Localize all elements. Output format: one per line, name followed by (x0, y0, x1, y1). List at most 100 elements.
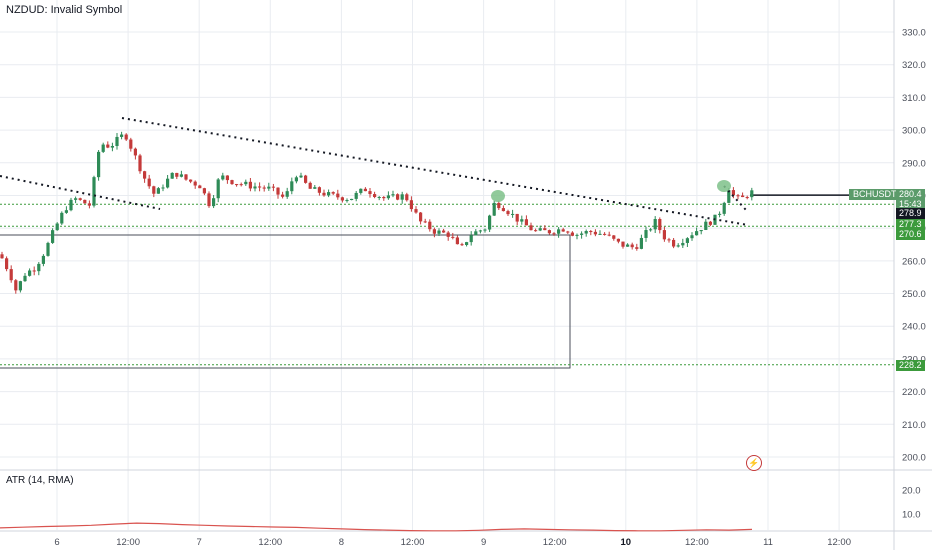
candle-body (676, 245, 680, 247)
candle-body (152, 186, 156, 194)
candle-body (202, 188, 206, 194)
price-tick-label: 260.0 (902, 256, 926, 267)
candle-body (685, 238, 689, 243)
time-tick-label: 10 (621, 537, 632, 548)
candle-body (350, 198, 354, 201)
candle-body (147, 178, 151, 187)
candle-body (120, 134, 124, 137)
candle-body (414, 209, 418, 213)
level-tag-1: 277.3 (896, 219, 925, 230)
level-tag-2: 270.6 (896, 229, 925, 240)
candle-body (442, 230, 446, 233)
candle-body (630, 244, 634, 248)
candle-body (396, 194, 400, 200)
candle-body (0, 254, 4, 259)
candle-body (405, 194, 409, 201)
candle-body (304, 175, 308, 183)
candle-body (92, 177, 96, 206)
price-tick-label: 330.0 (902, 28, 926, 39)
candle-body (78, 198, 82, 200)
candle-body (101, 144, 105, 152)
candle-body (557, 229, 561, 234)
candle-body (745, 197, 749, 199)
candle-body (547, 230, 551, 234)
price-tick-label: 210.0 (902, 420, 926, 431)
candle-body (212, 198, 216, 207)
candle-body (373, 194, 377, 198)
candle-body (216, 179, 220, 199)
symbol-label[interactable]: NZDUD: Invalid Symbol (6, 4, 123, 16)
time-tick-label: 12:00 (827, 537, 851, 548)
candle-body (727, 190, 731, 203)
time-tick-label: 12:00 (685, 537, 709, 548)
candle-body (175, 172, 179, 177)
candle-body (225, 175, 229, 181)
candle-body (741, 195, 745, 198)
candle-body (143, 171, 147, 179)
candle-body (345, 200, 349, 202)
candle-body (322, 192, 326, 196)
time-tick-label: 11 (763, 537, 773, 548)
price-tick-label: 220.0 (902, 387, 926, 398)
candle-body (552, 233, 556, 235)
candle-body (129, 139, 133, 149)
atr-tick-label: 20.0 (902, 486, 921, 497)
level-tag-3: 228.2 (896, 360, 925, 371)
candle-body (327, 192, 331, 196)
candle-body (460, 244, 464, 246)
candle-body (616, 238, 620, 242)
candle-body (506, 211, 510, 215)
candle-body (235, 184, 239, 186)
candle-body (271, 186, 275, 188)
candle-body (428, 221, 432, 230)
candle-body (110, 145, 114, 148)
time-tick-label: 12:00 (258, 537, 282, 548)
candle-body (409, 200, 413, 210)
candle-body (359, 188, 363, 193)
candle-body (469, 235, 473, 243)
candle-body (382, 197, 386, 199)
candle-body (501, 208, 505, 212)
candle-body (386, 195, 390, 199)
candle-body (5, 258, 9, 270)
candle-body (603, 233, 607, 235)
candle-body (18, 281, 22, 291)
candle-body (221, 175, 225, 180)
candle-body (704, 221, 708, 231)
candle-body (488, 215, 492, 230)
candle-body (483, 229, 487, 231)
candle-body (708, 221, 712, 225)
candle-body (69, 199, 73, 211)
candle-body (198, 185, 202, 189)
candle-body (83, 199, 87, 204)
candle-body (331, 192, 335, 194)
candle-body (285, 191, 289, 197)
candle-body (419, 212, 423, 222)
candle-body (455, 237, 459, 245)
candle-body (607, 234, 611, 236)
candle-body (451, 236, 455, 238)
time-tick-label: 7 (197, 537, 202, 548)
lightning-icon[interactable]: ⚡ (746, 455, 762, 471)
candle-body (133, 148, 137, 156)
symbol-price-tag: BCHUSDT (849, 189, 901, 200)
candle-body (138, 155, 142, 172)
candle-body (672, 239, 676, 247)
candle-body (478, 230, 482, 232)
candle-body (584, 231, 588, 234)
candle-body (474, 231, 478, 236)
candle-body (561, 229, 565, 232)
atr-indicator-label[interactable]: ATR (14, RMA) (6, 475, 74, 486)
candle-body (662, 230, 666, 240)
candle-body (639, 237, 643, 249)
price-tick-label: 310.0 (902, 93, 926, 104)
candle-body (299, 175, 303, 178)
candle-body (14, 280, 18, 291)
candle-body (718, 213, 722, 215)
candle-body (543, 228, 547, 231)
candle-body (612, 235, 616, 239)
price-tick-label: 300.0 (902, 126, 926, 137)
candle-body (74, 198, 78, 200)
